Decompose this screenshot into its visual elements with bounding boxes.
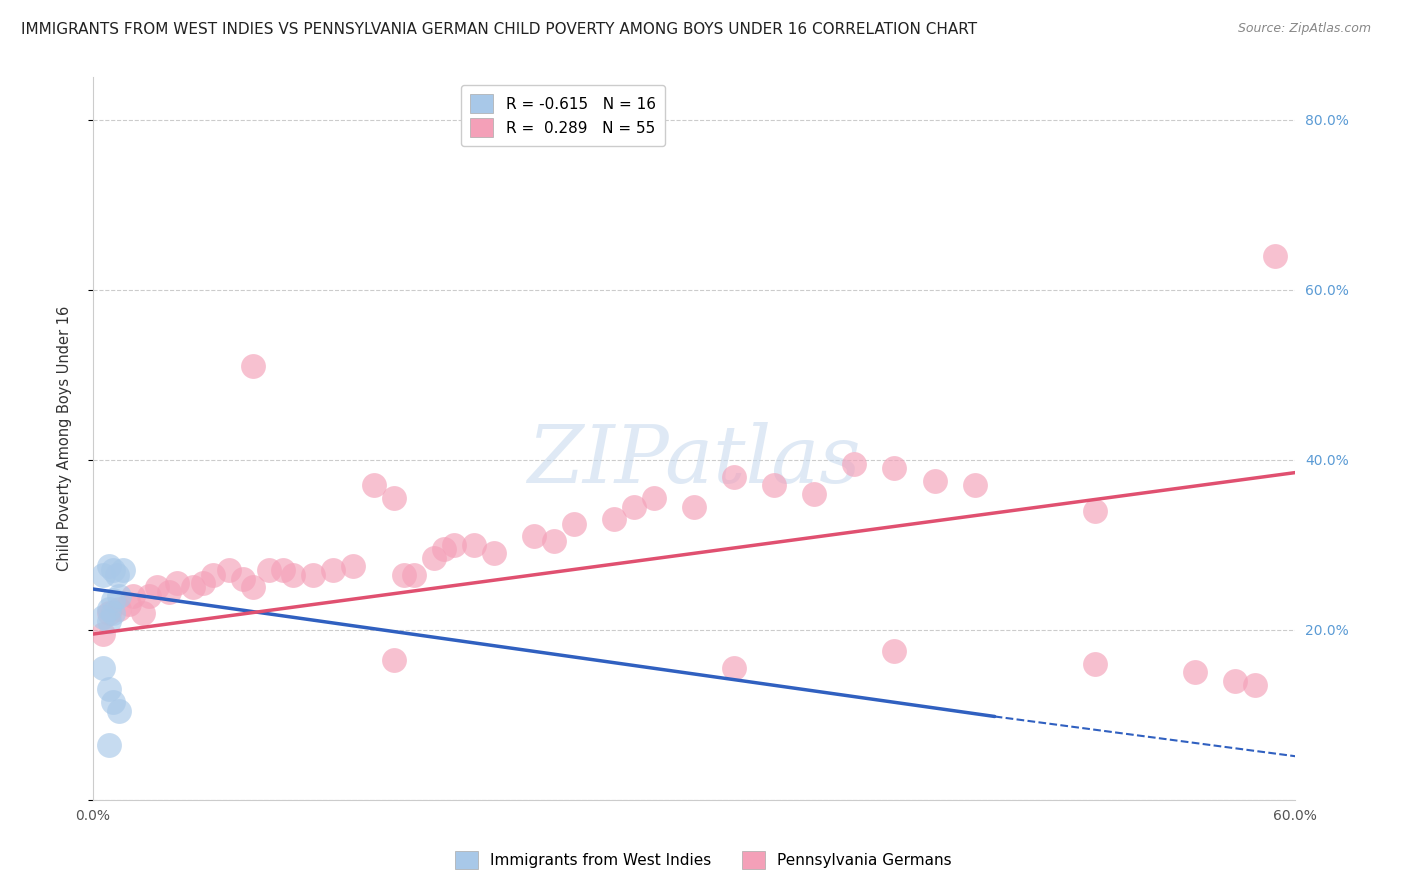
Point [138,589,160,603]
Point [105,567,128,582]
Point [101,606,124,620]
Point [101,563,124,577]
Point [443,538,465,552]
Point [924,474,946,488]
Point [422,550,444,565]
Legend: Immigrants from West Indies, Pennsylvania Germans: Immigrants from West Indies, Pennsylvani… [449,845,957,875]
Point [91,661,114,675]
Point [433,542,456,557]
Point [193,576,215,591]
Point [98,559,121,574]
Point [1084,657,1107,671]
Point [523,529,546,543]
Legend: R = -0.615   N = 16, R =  0.289   N = 55: R = -0.615 N = 16, R = 0.289 N = 55 [461,85,665,146]
Point [723,470,745,484]
Point [562,516,585,531]
Point [283,567,305,582]
Point [482,546,505,560]
Point [683,500,706,514]
Point [98,738,121,752]
Point [883,644,905,658]
Point [232,572,254,586]
Point [844,457,866,471]
Point [166,576,188,591]
Point [101,695,124,709]
Point [623,500,645,514]
Point [118,597,141,611]
Point [273,563,295,577]
Point [202,567,225,582]
Text: IMMIGRANTS FROM WEST INDIES VS PENNSYLVANIA GERMAN CHILD POVERTY AMONG BOYS UNDE: IMMIGRANTS FROM WEST INDIES VS PENNSYLVA… [21,22,977,37]
Point [723,661,745,675]
Point [883,461,905,475]
Point [98,601,121,615]
Point [363,478,385,492]
Point [242,359,264,374]
Point [146,580,169,594]
Point [342,559,364,574]
Point [382,652,405,666]
Point [322,563,344,577]
Point [98,615,121,629]
Point [91,610,114,624]
Point [218,563,240,577]
Text: ZIPatlas: ZIPatlas [527,422,860,499]
Point [108,589,131,603]
Point [259,563,281,577]
Point [1184,665,1206,680]
Point [1264,249,1286,263]
Point [112,563,135,577]
Point [1223,673,1246,688]
Point [181,580,204,594]
Point [1084,504,1107,518]
Point [382,491,405,505]
Point [1244,678,1267,692]
Point [91,567,114,582]
Point [643,491,665,505]
Point [101,593,124,607]
Point [108,601,131,615]
Point [242,580,264,594]
Point [763,478,786,492]
Point [392,567,415,582]
Point [402,567,425,582]
Point [132,606,155,620]
Point [157,584,180,599]
Point [302,567,325,582]
Point [122,589,145,603]
Point [963,478,986,492]
Text: Source: ZipAtlas.com: Source: ZipAtlas.com [1237,22,1371,36]
Point [463,538,485,552]
Point [98,682,121,697]
Point [91,627,114,641]
Point [603,512,626,526]
Y-axis label: Child Poverty Among Boys Under 16: Child Poverty Among Boys Under 16 [58,306,72,571]
Point [543,533,565,548]
Point [803,487,825,501]
Point [108,704,131,718]
Point [98,606,121,620]
